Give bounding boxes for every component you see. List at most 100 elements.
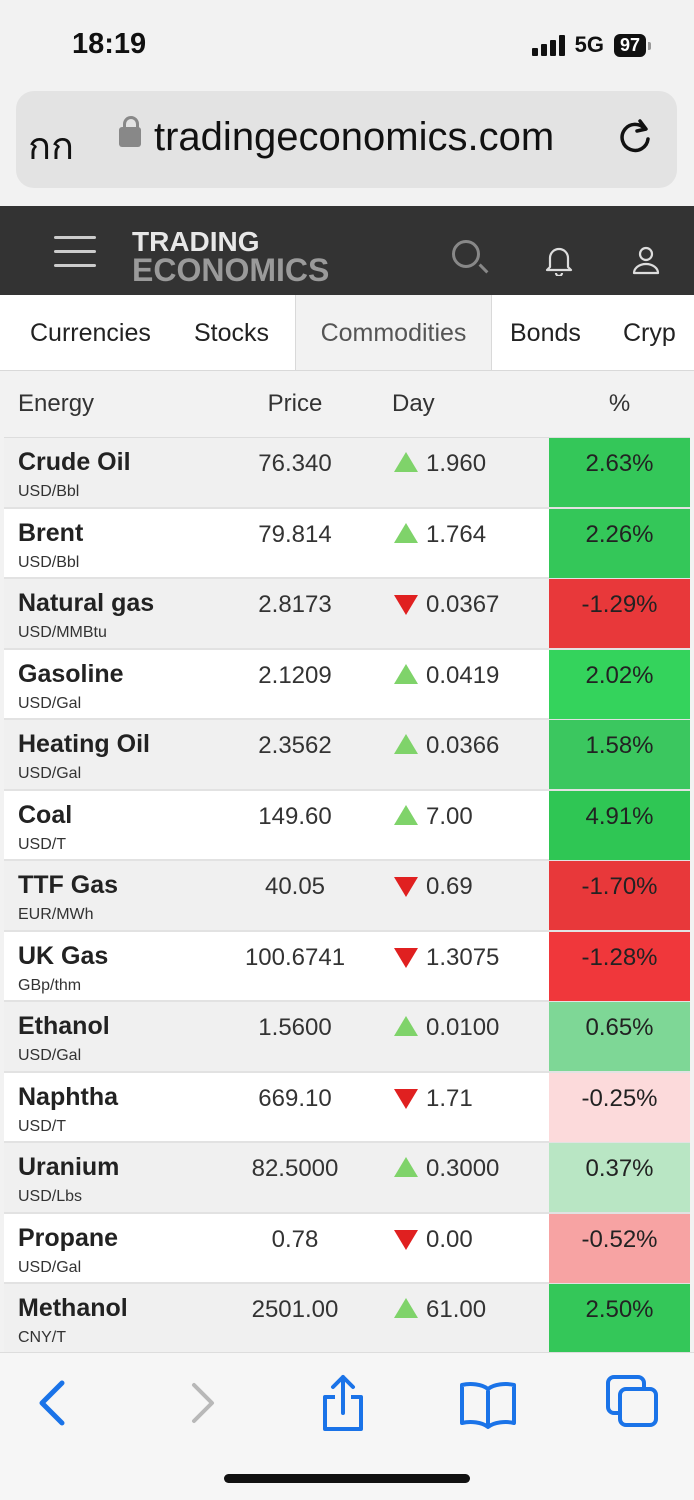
commodity-price: 2.1209 (258, 661, 332, 689)
status-time: 18:19 (72, 28, 147, 60)
battery-icon: 97 (613, 33, 652, 57)
commodity-name[interactable]: Ethanol (18, 1012, 110, 1040)
cellular-signal-icon (531, 34, 565, 56)
tab-commodities[interactable]: Commodities (295, 295, 492, 370)
commodity-unit: USD/Gal (18, 1047, 82, 1064)
commodity-percent-change: -1.70% (549, 861, 690, 930)
table-row[interactable]: UK Gas GBp/thm 100.6741 1.3075 -1.28% (4, 931, 690, 1002)
commodity-price: 149.60 (258, 802, 332, 830)
table-header: Energy Price Day % (4, 372, 690, 438)
table-body: Crude Oil USD/Bbl 76.340 1.960 2.63% Brent USD… (4, 438, 690, 1352)
commodity-price: 100.6741 (244, 943, 346, 971)
commodity-price: 2.8173 (258, 591, 332, 618)
text-size-button[interactable]: กก (28, 124, 75, 168)
lock-icon (119, 116, 141, 147)
commodity-name[interactable]: UK Gas (18, 941, 109, 970)
commodity-name[interactable]: Crude Oil (18, 448, 131, 476)
logo-line-1: TRADING (132, 226, 260, 257)
table-row[interactable]: Propane USD/Gal 0.78 0.00 -0.52% (4, 1213, 690, 1284)
column-header-price[interactable]: Price (267, 390, 323, 417)
commodity-percent-change: 2.50% (549, 1284, 690, 1352)
share-icon[interactable] (313, 1373, 373, 1433)
commodity-percent-change: 2.63% (549, 438, 690, 507)
site-header: TRADING ECONOMICS (0, 206, 694, 295)
table-row[interactable]: TTF Gas EUR/MWh 40.05 0.69 -1.70% (4, 861, 690, 932)
column-header-day[interactable]: Day (392, 390, 435, 417)
commodity-name[interactable]: Methanol (18, 1294, 128, 1322)
commodity-name[interactable]: Natural gas (18, 589, 155, 617)
browser-toolbar (0, 1352, 694, 1500)
table-row[interactable]: Naphtha USD/T 669.10 1.71 -0.25% (4, 1072, 690, 1143)
user-icon[interactable] (630, 244, 660, 275)
tab-stocks[interactable]: Stocks (194, 319, 270, 347)
table-row[interactable]: Methanol CNY/T 2501.00 61.00 2.50% (4, 1284, 690, 1352)
table-row[interactable]: Brent USD/Bbl 79.814 1.764 2.26% (4, 508, 690, 579)
commodity-unit: USD/Gal (18, 1258, 82, 1276)
up-arrow-icon (394, 1016, 418, 1036)
column-header-percent[interactable]: % (608, 390, 631, 417)
commodity-unit: USD/Bbl (18, 553, 80, 571)
table-row[interactable]: Coal USD/T 149.60 7.00 4.91% (4, 790, 690, 861)
bookmarks-icon[interactable] (458, 1373, 518, 1433)
reload-icon[interactable] (615, 117, 655, 157)
commodity-percent-change: 1.58% (549, 720, 690, 789)
up-arrow-icon (394, 1157, 418, 1177)
logo[interactable]: TRADING ECONOMICS (132, 226, 329, 287)
status-indicators: 5G 97 (531, 32, 652, 58)
down-arrow-icon (394, 1088, 418, 1109)
commodity-unit: USD/Gal (18, 694, 82, 712)
commodity-percent-change: -1.29% (549, 579, 690, 648)
commodity-name[interactable]: Heating Oil (18, 730, 150, 758)
column-header-energy[interactable]: Energy (18, 390, 95, 417)
commodity-name[interactable]: Brent (18, 518, 84, 547)
table-row[interactable]: Heating Oil USD/Gal 2.3562 0.0366 1.58% (4, 720, 690, 791)
commodity-name[interactable]: Uranium (18, 1153, 120, 1181)
commodity-unit: EUR/MWh (18, 906, 94, 923)
up-arrow-icon (394, 452, 418, 472)
commodity-day-change: 0.0367 (426, 591, 500, 618)
home-indicator[interactable] (224, 1474, 470, 1483)
table-row[interactable]: Crude Oil USD/Bbl 76.340 1.960 2.63% (4, 438, 690, 509)
network-type: 5G (574, 32, 604, 57)
commodity-name[interactable]: Gasoline (18, 659, 124, 688)
commodity-unit: USD/T (18, 1117, 66, 1135)
commodity-unit: GBp/thm (18, 976, 82, 994)
menu-icon[interactable] (54, 236, 96, 268)
down-arrow-icon (394, 877, 418, 897)
commodity-name[interactable]: Coal (18, 800, 73, 829)
commodity-name[interactable]: TTF Gas (18, 871, 119, 899)
table-row[interactable]: Gasoline USD/Gal 2.1209 0.0419 2.02% (4, 649, 690, 720)
commodity-percent-change: 2.26% (549, 508, 690, 578)
table-row[interactable]: Natural gas USD/MMBtu 2.8173 0.0367 -1.29% (4, 579, 690, 650)
tab-currencies[interactable]: Currencies (30, 319, 151, 347)
forward-icon[interactable] (172, 1373, 232, 1433)
tab-crypto[interactable]: Cryp (623, 319, 676, 347)
status-bar: 18:19 5G 97 (0, 0, 694, 90)
back-icon[interactable] (26, 1373, 86, 1433)
address-bar[interactable]: กก tradingeconomics.com (16, 91, 677, 188)
tab-bonds[interactable]: Bonds (510, 319, 581, 347)
commodity-price: 2501.00 (251, 1296, 339, 1323)
tabs-icon[interactable] (604, 1373, 664, 1433)
table-row[interactable]: Uranium USD/Lbs 82.5000 0.3000 0.37% (4, 1143, 690, 1214)
commodity-percent-change: -1.28% (549, 931, 690, 1001)
category-tabs: Currencies Stocks Commodities Bonds Cryp (0, 295, 694, 371)
up-arrow-icon (394, 663, 418, 684)
commodity-price: 76.340 (258, 450, 332, 477)
url-text[interactable]: tradingeconomics.com (154, 115, 555, 159)
commodity-price: 2.3562 (258, 732, 332, 759)
up-arrow-icon (394, 734, 418, 754)
table-row[interactable]: Ethanol USD/Gal 1.5600 0.0100 0.65% (4, 1002, 690, 1073)
commodity-name[interactable]: Naphtha (18, 1082, 118, 1111)
commodity-day-change: 1.764 (426, 520, 487, 548)
commodity-unit: USD/T (18, 835, 66, 853)
up-arrow-icon (394, 522, 418, 543)
up-arrow-icon (394, 804, 418, 825)
bell-icon[interactable] (544, 244, 573, 278)
commodity-price: 1.5600 (258, 1014, 332, 1041)
commodity-price: 82.5000 (251, 1155, 339, 1182)
search-icon[interactable] (452, 240, 480, 268)
down-arrow-icon (394, 1229, 418, 1250)
commodity-day-change: 0.69 (426, 873, 473, 900)
commodity-name[interactable]: Propane (18, 1223, 119, 1252)
